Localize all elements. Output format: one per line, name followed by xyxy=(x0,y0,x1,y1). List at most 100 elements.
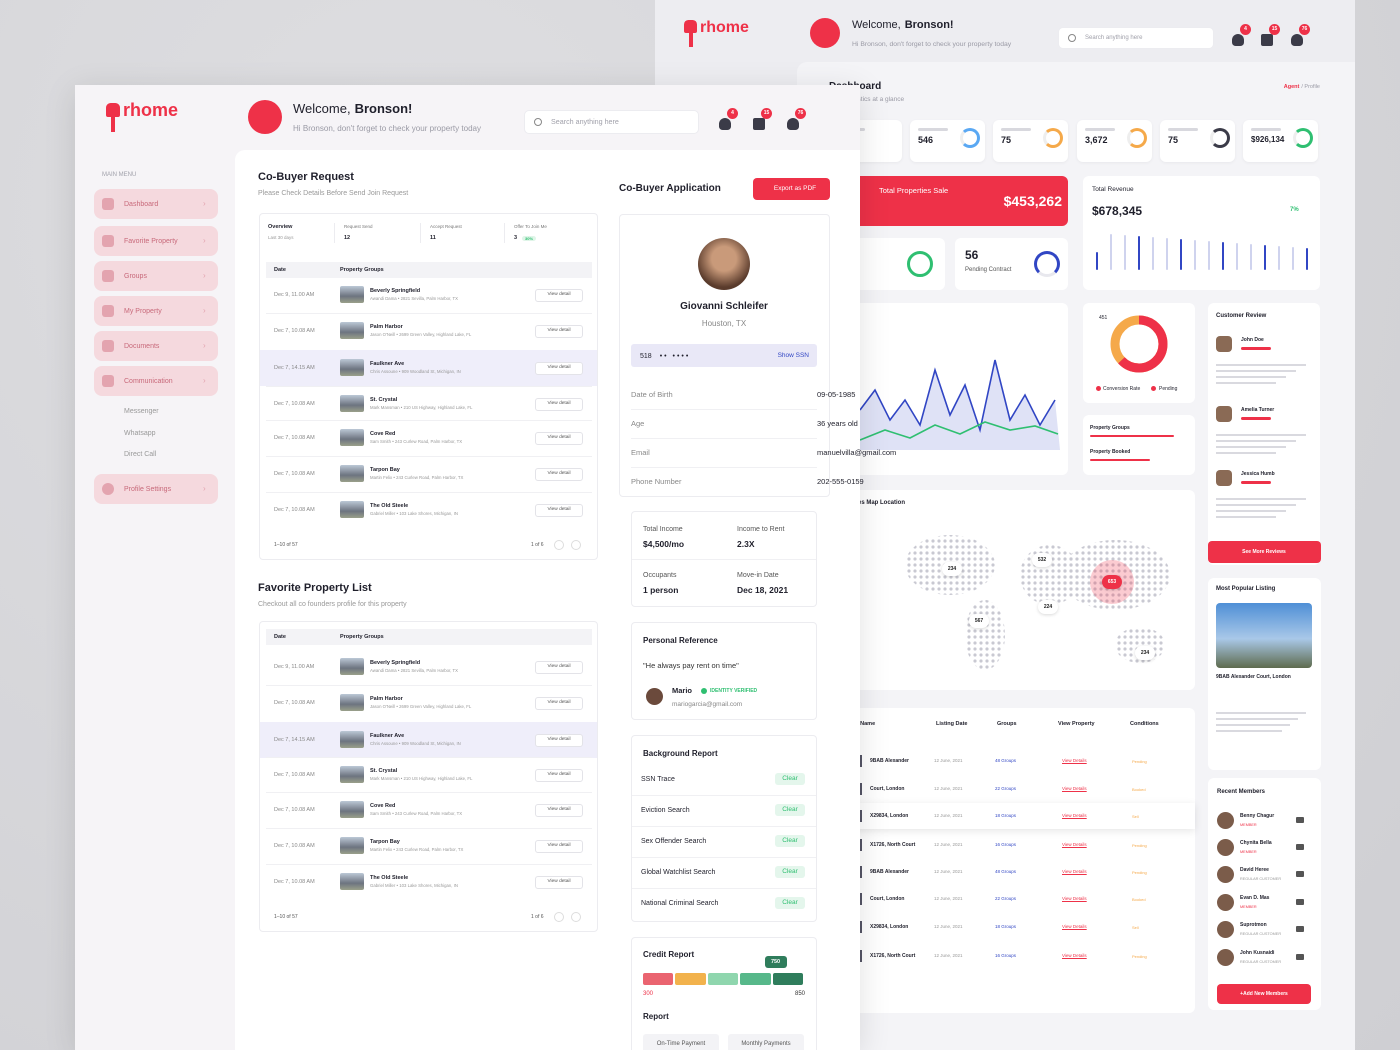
check-divider xyxy=(632,826,816,827)
view-button-text[interactable]: View detail xyxy=(547,700,571,705)
view-button[interactable] xyxy=(535,325,583,338)
income-label: Income to Rent xyxy=(737,525,785,533)
view-button-text[interactable]: View detail xyxy=(547,879,571,884)
map-pin xyxy=(1102,575,1122,589)
row-date: Dec 7, 14.15 AM xyxy=(274,364,315,371)
menu-item[interactable] xyxy=(94,296,218,326)
view-button-text[interactable]: View detail xyxy=(547,292,571,297)
menu-label: MAIN MENU xyxy=(102,172,137,178)
view-button-text[interactable]: View detail xyxy=(547,401,571,406)
menu-item[interactable] xyxy=(94,189,218,219)
view-button-text[interactable]: View detail xyxy=(547,365,571,370)
stat-label-bar xyxy=(1168,128,1198,131)
view-link[interactable]: View Details xyxy=(1062,758,1087,763)
page-prev[interactable] xyxy=(554,540,564,550)
submenu-text[interactable]: Whatsapp xyxy=(124,429,156,437)
user-name: Bronson! xyxy=(354,100,413,116)
view-button-text[interactable]: View detail xyxy=(547,471,571,476)
view-button[interactable] xyxy=(535,362,583,375)
badge: 76 xyxy=(1299,24,1310,35)
view-link[interactable]: View Details xyxy=(1062,842,1087,847)
header-icon[interactable] xyxy=(753,118,765,130)
property-name: Court, London xyxy=(870,895,905,902)
member-mail[interactable] xyxy=(1296,817,1304,823)
view-button[interactable] xyxy=(535,432,583,445)
submenu-text[interactable]: Messenger xyxy=(124,407,159,415)
report-tab-text[interactable]: On-Time Payment xyxy=(656,1041,706,1047)
page-prev[interactable] xyxy=(554,912,564,922)
view-link[interactable]: View Details xyxy=(1062,953,1087,958)
member-mail[interactable] xyxy=(1296,871,1304,877)
menu-item[interactable] xyxy=(94,474,218,504)
revenue-bar xyxy=(1124,235,1126,270)
menu-item[interactable] xyxy=(94,331,218,361)
view-link[interactable]: View Details xyxy=(1062,786,1087,791)
revenue-bar xyxy=(1152,237,1154,270)
member-name: Suprotmon xyxy=(1240,921,1267,928)
property-name: The Old Steele xyxy=(370,874,409,881)
group-count: 22 Groups xyxy=(995,786,1017,791)
members-button[interactable]: +Add New Members xyxy=(1240,990,1288,997)
view-button[interactable] xyxy=(535,468,583,481)
view-button[interactable] xyxy=(535,804,583,817)
property-detail: Gabriel Miller • 103 Lake Shores, Michig… xyxy=(370,511,458,516)
view-button-text[interactable]: View detail xyxy=(547,435,571,440)
listing-text-line xyxy=(1216,724,1290,726)
view-button-text[interactable]: View detail xyxy=(547,737,571,742)
view-button[interactable] xyxy=(535,876,583,889)
member-mail[interactable] xyxy=(1296,844,1304,850)
page-next[interactable] xyxy=(571,540,581,550)
page-next[interactable] xyxy=(571,912,581,922)
search-box[interactable] xyxy=(1058,27,1214,49)
view-button-text[interactable]: View detail xyxy=(547,843,571,848)
member-mail[interactable] xyxy=(1296,954,1304,960)
income-value: 1 person xyxy=(643,584,679,595)
export-button-text[interactable]: Export as PDF xyxy=(773,185,817,192)
view-link[interactable]: View Details xyxy=(1062,813,1087,818)
submenu-text[interactable]: Direct Call xyxy=(124,450,157,458)
view-button[interactable] xyxy=(535,398,583,411)
report-tab[interactable] xyxy=(728,1034,804,1050)
stat-label-bar xyxy=(1251,128,1281,131)
view-link[interactable]: View Details xyxy=(1062,869,1087,874)
menu-item[interactable] xyxy=(94,226,218,256)
header-icon[interactable] xyxy=(1232,34,1244,46)
report-tab[interactable] xyxy=(643,1034,719,1050)
review-button[interactable]: See More Reviews xyxy=(1242,548,1286,555)
score-marker xyxy=(764,956,787,968)
menu-item[interactable] xyxy=(94,261,218,291)
listing-date: 12 June, 2021 xyxy=(934,842,963,847)
view-button[interactable] xyxy=(535,504,583,517)
view-button-text[interactable]: View detail xyxy=(547,507,571,512)
reviewer-name: John Doe xyxy=(1241,336,1264,343)
view-button-text[interactable]: View detail xyxy=(547,664,571,669)
view-button-text[interactable]: View detail xyxy=(547,328,571,333)
search-box[interactable] xyxy=(524,110,699,134)
groups-bar xyxy=(1090,435,1174,437)
view-button-text[interactable]: View detail xyxy=(547,772,571,777)
view-link[interactable]: View Details xyxy=(1062,896,1087,901)
view-button[interactable] xyxy=(535,769,583,782)
view-button[interactable] xyxy=(535,289,583,302)
header-icon[interactable] xyxy=(1261,34,1273,46)
view-button-text[interactable]: View detail xyxy=(547,807,571,812)
member-mail[interactable] xyxy=(1296,926,1304,932)
menu-item[interactable] xyxy=(94,366,218,396)
header-icon[interactable] xyxy=(1291,34,1303,46)
member-mail[interactable] xyxy=(1296,899,1304,905)
view-button[interactable] xyxy=(535,661,583,674)
member-avatar xyxy=(1217,949,1234,966)
report-tab-text[interactable]: Monthly Payments xyxy=(741,1041,791,1047)
ssn-bar xyxy=(631,344,817,367)
header-icon[interactable] xyxy=(787,118,799,130)
view-button[interactable] xyxy=(535,734,583,747)
property-thumb xyxy=(340,658,364,675)
header-icon[interactable] xyxy=(719,118,731,130)
property-thumb xyxy=(340,429,364,446)
view-button[interactable] xyxy=(535,697,583,710)
view-button[interactable] xyxy=(535,840,583,853)
export-button[interactable] xyxy=(753,178,830,200)
view-link[interactable]: View Details xyxy=(1062,924,1087,929)
section-subtitle: Checkout all co founders profile for thi… xyxy=(258,600,407,608)
show-ssn[interactable]: Show SSN xyxy=(777,352,809,359)
